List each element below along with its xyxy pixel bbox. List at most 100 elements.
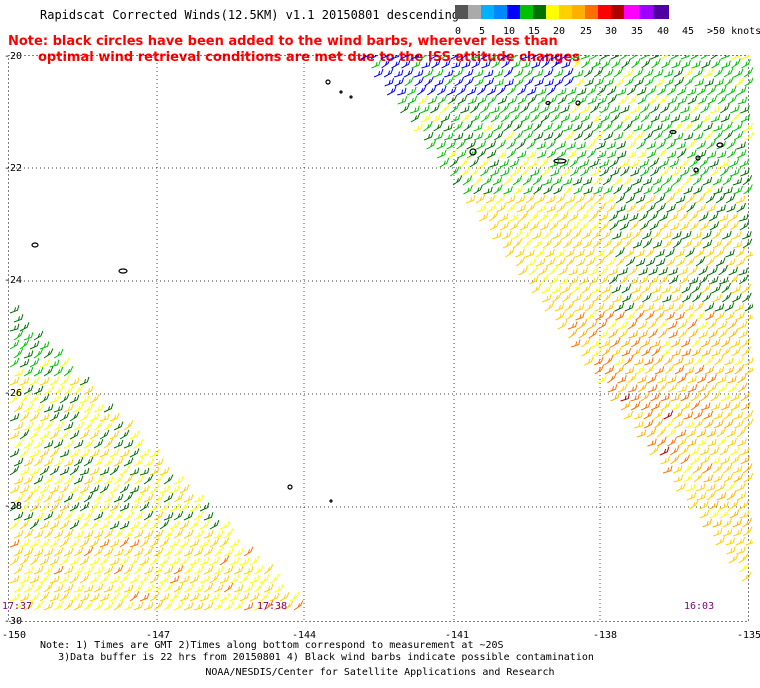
wind-barb bbox=[13, 368, 24, 377]
wind-barb bbox=[486, 149, 497, 159]
wind-barb bbox=[643, 185, 653, 195]
wind-barb bbox=[537, 87, 547, 96]
wind-barb bbox=[179, 575, 190, 584]
wind-barb bbox=[684, 303, 695, 312]
wind-barb bbox=[743, 123, 753, 132]
wind-barb bbox=[694, 78, 704, 87]
wind-barb bbox=[703, 410, 714, 420]
wind-barb bbox=[737, 373, 747, 384]
wind-barb bbox=[53, 475, 64, 485]
wind-barb bbox=[103, 457, 114, 467]
wind-barb bbox=[19, 484, 30, 494]
wind-barb bbox=[712, 519, 722, 528]
wind-barb bbox=[696, 140, 707, 150]
wind-barb bbox=[688, 211, 699, 222]
wind-barb bbox=[744, 76, 753, 87]
wind-barb bbox=[423, 131, 434, 141]
wind-barb bbox=[563, 123, 573, 132]
wind-barb bbox=[630, 337, 641, 348]
wind-barb bbox=[475, 193, 486, 204]
wind-barb bbox=[634, 420, 644, 429]
wind-barb bbox=[489, 159, 500, 168]
wind-barb bbox=[676, 141, 686, 150]
wind-barb bbox=[43, 457, 54, 467]
wind-barb bbox=[243, 546, 254, 557]
wind-barb bbox=[29, 519, 40, 530]
wind-barb bbox=[467, 86, 477, 96]
wind-barb bbox=[149, 467, 160, 476]
wind-barb bbox=[734, 364, 745, 375]
wind-barb bbox=[702, 463, 713, 474]
wind-barb bbox=[611, 58, 621, 69]
wind-barb bbox=[43, 348, 54, 359]
wind-barb bbox=[635, 310, 645, 321]
wind-barb bbox=[423, 121, 433, 132]
wind-barb bbox=[572, 239, 583, 249]
wind-barb bbox=[503, 186, 513, 195]
wind-barb bbox=[520, 103, 530, 114]
wind-barb bbox=[740, 391, 750, 402]
wind-barb bbox=[441, 59, 451, 69]
legend-label-20: 20 bbox=[553, 26, 566, 37]
wind-barb bbox=[9, 357, 20, 368]
wind-barb bbox=[113, 439, 124, 449]
wind-barb bbox=[734, 302, 745, 312]
wind-barb bbox=[525, 193, 536, 204]
wind-barb bbox=[705, 311, 715, 321]
wind-barb bbox=[371, 59, 381, 69]
wind-barb bbox=[712, 229, 722, 240]
wind-barb bbox=[669, 158, 680, 168]
wind-barb bbox=[233, 600, 244, 611]
wind-barb bbox=[732, 240, 743, 249]
wind-barb bbox=[433, 68, 444, 78]
wind-barb bbox=[103, 420, 114, 431]
wind-barb bbox=[695, 247, 705, 258]
wind-barb bbox=[693, 121, 703, 132]
wind-barb bbox=[662, 175, 673, 186]
wind-barb bbox=[593, 121, 603, 132]
wind-barb bbox=[641, 283, 652, 294]
wind-barb bbox=[440, 113, 451, 123]
wind-barb bbox=[193, 584, 204, 593]
wind-barb bbox=[173, 601, 184, 611]
wind-barb bbox=[700, 455, 710, 465]
wind-barb bbox=[431, 59, 441, 69]
footer-notes: Note: 1) Times are GMT 2)Times along bot… bbox=[40, 640, 594, 664]
wind-barb bbox=[617, 96, 628, 105]
wind-barb bbox=[29, 358, 40, 368]
wind-barb bbox=[149, 484, 160, 494]
wind-barb bbox=[436, 149, 447, 159]
wind-barb bbox=[23, 457, 34, 467]
wind-barb bbox=[736, 149, 747, 159]
wind-barb bbox=[698, 274, 709, 285]
wind-barb bbox=[173, 583, 184, 593]
wind-barb bbox=[233, 565, 244, 575]
wind-barb bbox=[109, 575, 120, 584]
wind-barb bbox=[99, 539, 110, 548]
wind-barb bbox=[602, 292, 612, 303]
wind-barb bbox=[562, 238, 573, 249]
wind-barb bbox=[9, 575, 20, 584]
wind-barb bbox=[243, 602, 254, 611]
wind-barb bbox=[647, 438, 657, 447]
wind-barb bbox=[635, 258, 646, 267]
wind-barb bbox=[460, 55, 468, 60]
wind-barb bbox=[663, 410, 674, 420]
wind-barb bbox=[461, 60, 471, 69]
wind-barb bbox=[733, 130, 744, 141]
wind-barb bbox=[229, 592, 240, 602]
wind-barb bbox=[728, 266, 738, 276]
wind-barb bbox=[726, 546, 736, 555]
legend-label-30: 30 bbox=[605, 26, 618, 37]
wind-barb bbox=[410, 112, 421, 123]
wind-barb bbox=[516, 204, 526, 213]
wind-barb bbox=[469, 157, 480, 168]
wind-barb bbox=[723, 186, 733, 195]
wind-barb bbox=[553, 121, 563, 132]
wind-barb bbox=[149, 537, 160, 548]
wind-barb bbox=[79, 537, 90, 548]
wind-barb bbox=[39, 502, 50, 512]
wind-barb bbox=[665, 193, 676, 204]
wind-barb bbox=[123, 529, 134, 539]
wind-barb bbox=[29, 592, 40, 602]
